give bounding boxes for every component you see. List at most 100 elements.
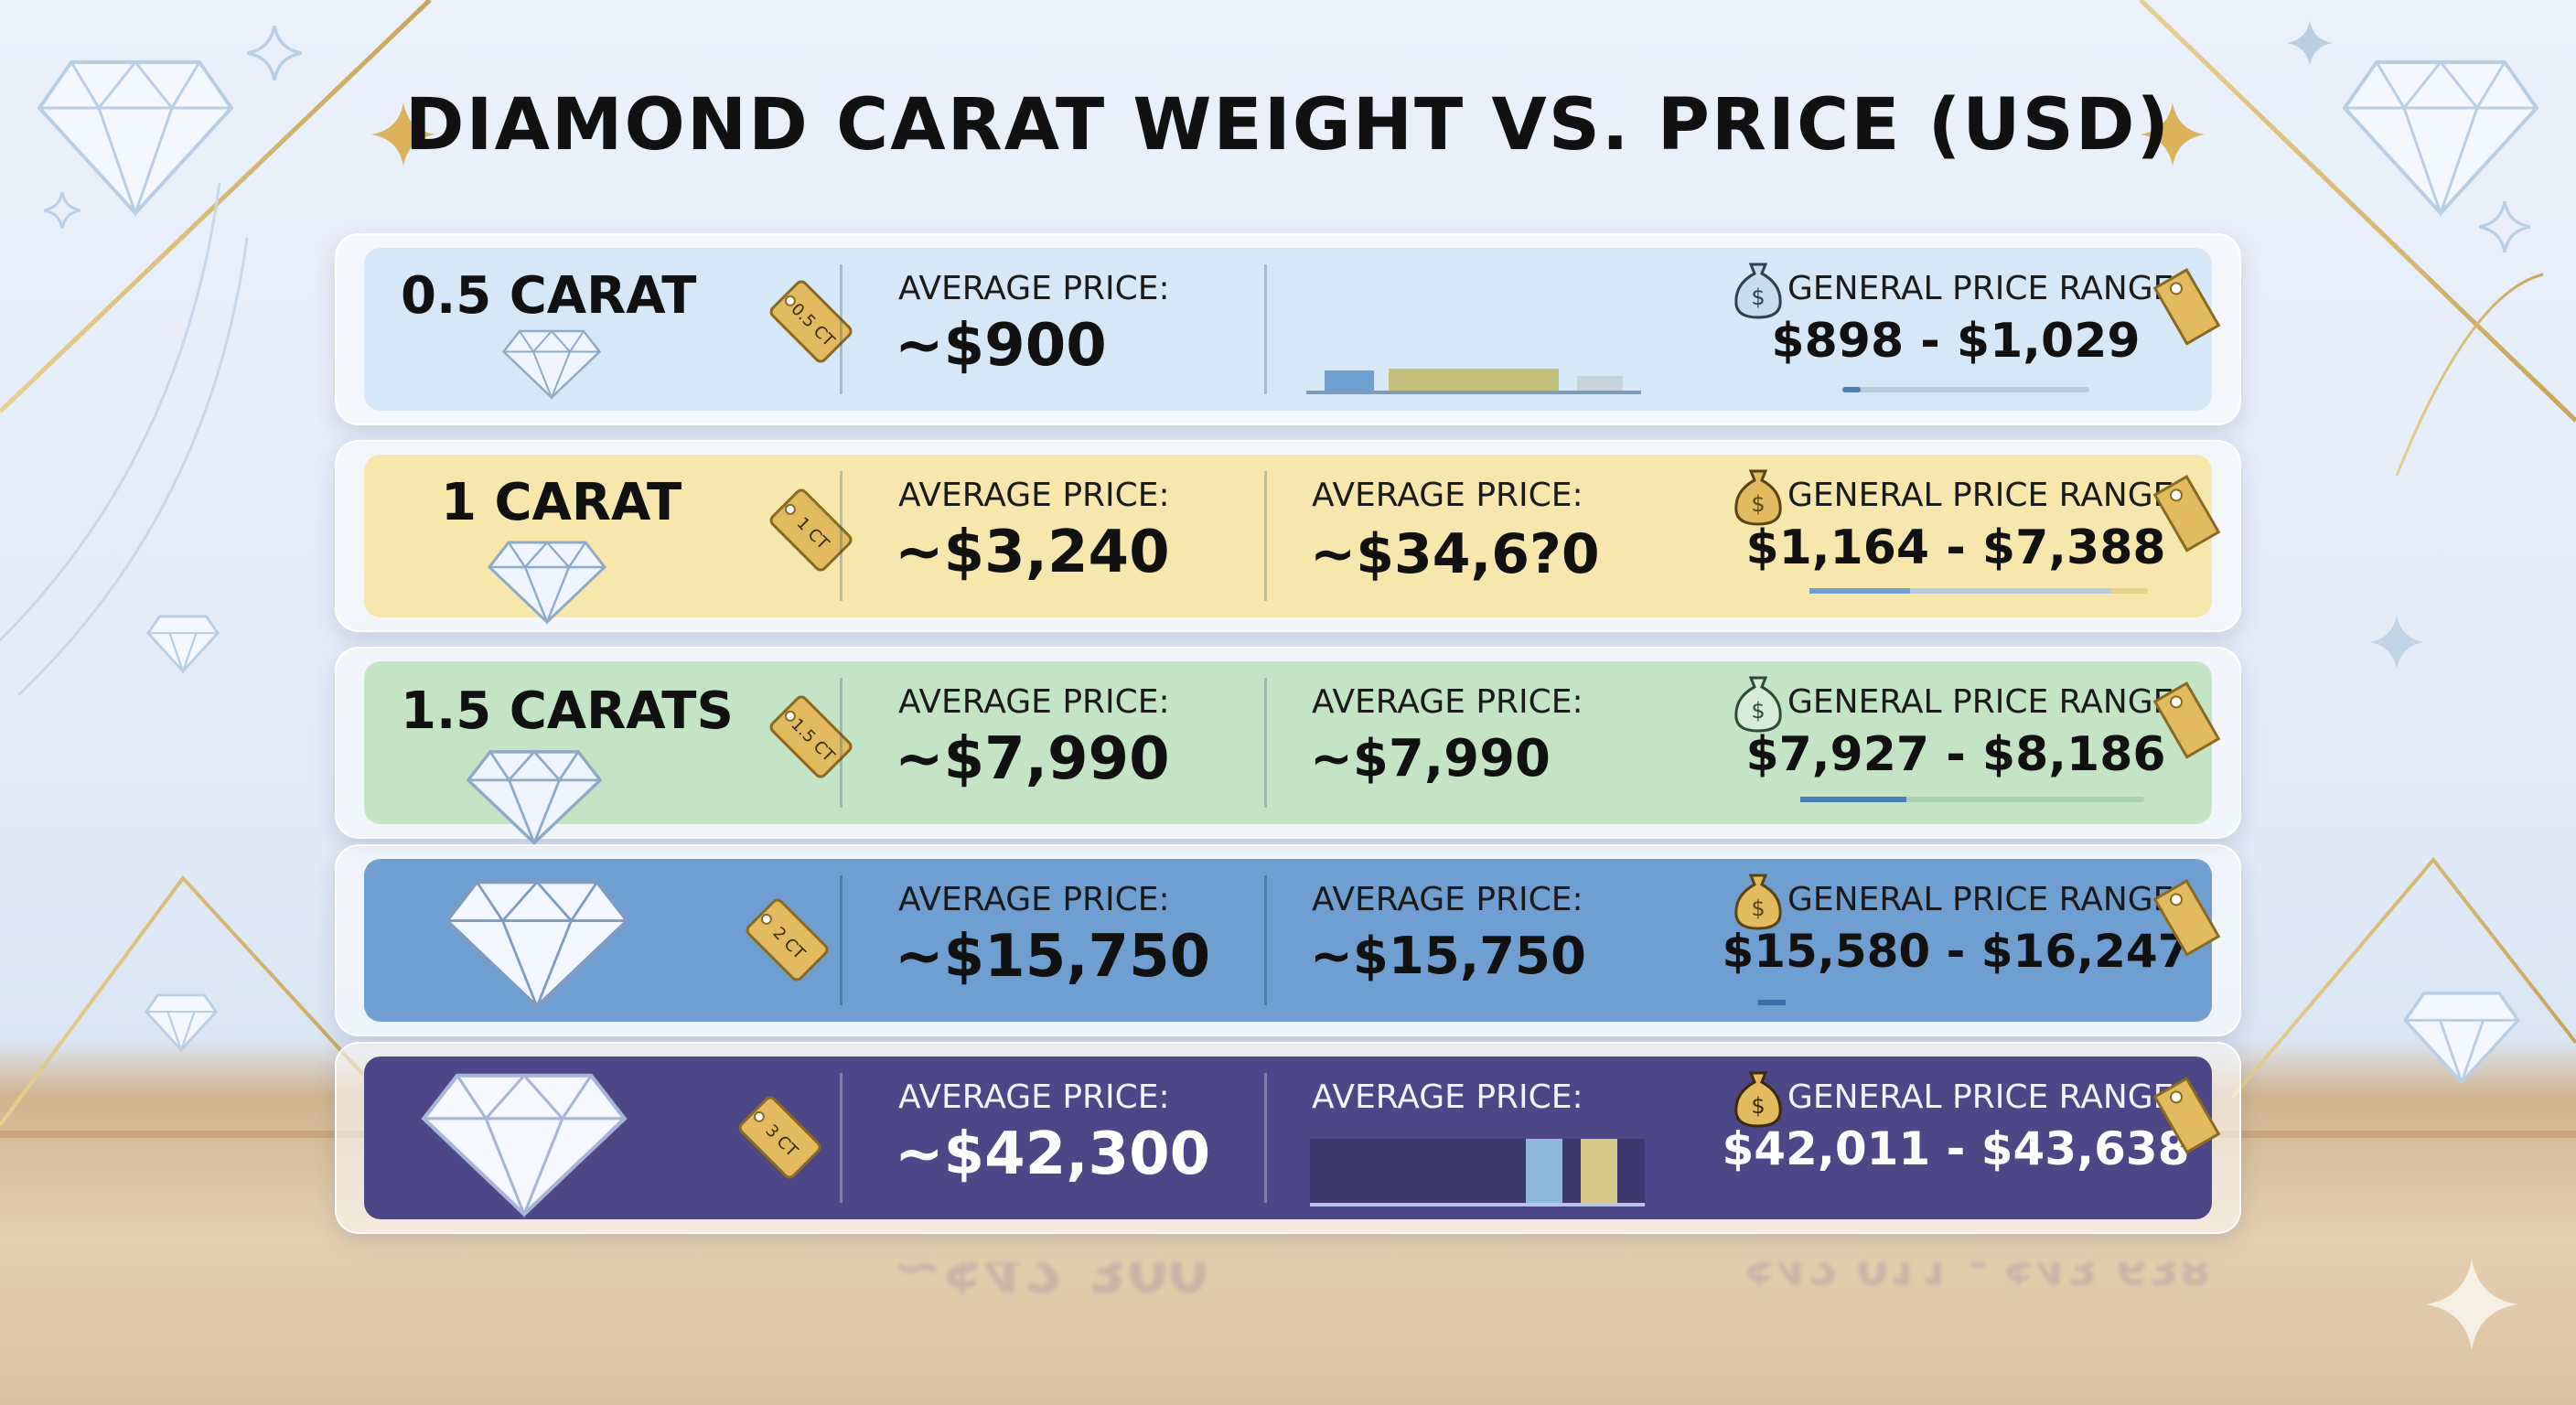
range-bar [1800, 797, 2144, 802]
divider [1264, 264, 1267, 394]
price-tag-icon: 1.5 CT [769, 695, 853, 778]
diamond-icon [37, 59, 234, 218]
divider [1264, 471, 1267, 601]
sparkle-icon [371, 102, 435, 166]
row-1-carat: 1 CARAT 1 CT AVERAGE PRICE: ~$3,240 AVER… [335, 440, 2241, 632]
page-title: DIAMOND CARAT WEIGHT VS. PRICE (USD) [404, 84, 2172, 166]
money-bag-icon: $ [1734, 1071, 1782, 1128]
price-range-value: $898 - $1,029 [1771, 314, 2141, 369]
gold-tag-icon [2152, 681, 2221, 759]
average-price-value-2: ~$34,6?0 [1310, 522, 1600, 586]
average-price-caption-2: AVERAGE PRICE: [1312, 1078, 1583, 1116]
sparkle-icon [2426, 1259, 2517, 1350]
gold-tag-icon [2152, 1076, 2221, 1154]
divider [840, 875, 843, 1005]
divider [1264, 1073, 1267, 1203]
average-price-caption: AVERAGE PRICE: [898, 881, 1170, 918]
reflection-range: $42,011 - $43,638 [1744, 1262, 2212, 1293]
average-price-caption: AVERAGE PRICE: [898, 477, 1170, 514]
reflection-price: ~$42,300 [893, 1262, 1209, 1303]
carat-label: 1.5 CARATS [401, 681, 734, 741]
row-0-5-carat: 0.5 CARAT 0.5 CT AVERAGE PRICE: ~$900 $ … [335, 233, 2241, 425]
average-price-caption-2: AVERAGE PRICE: [1312, 881, 1583, 918]
average-price-caption: AVERAGE PRICE: [898, 1078, 1170, 1116]
mini-bar-chart [1310, 1139, 1645, 1207]
range-bar [1809, 588, 2148, 594]
range-bar [1758, 1000, 1786, 1005]
average-price-caption: AVERAGE PRICE: [898, 683, 1170, 721]
price-range-value: $7,927 - $8,186 [1745, 727, 2166, 782]
divider [1264, 678, 1267, 808]
row-background: 3 CT AVERAGE PRICE: ~$42,300 AVERAGE PRI… [364, 1056, 2221, 1219]
row-2-ct: 2 CT AVERAGE PRICE: ~$15,750 AVERAGE PRI… [335, 844, 2241, 1036]
range-bar [1842, 387, 2089, 392]
carat-label: 1 CARAT [441, 473, 682, 532]
gold-tag-icon [2152, 474, 2221, 552]
average-price-caption-2: AVERAGE PRICE: [1312, 683, 1583, 721]
average-price-value: ~$3,240 [895, 519, 1170, 586]
price-board: 0.5 CARAT 0.5 CT AVERAGE PRICE: ~$900 $ … [335, 233, 2241, 1239]
svg-text:$: $ [1751, 1093, 1765, 1119]
price-range-caption: GENERAL PRICE RANGE: [1787, 1078, 2185, 1116]
price-range-value: $15,580 - $16,247 [1722, 925, 2190, 978]
price-range-value: $42,011 - $43,638 [1722, 1122, 2190, 1175]
row-background: 1 CARAT 1 CT AVERAGE PRICE: ~$3,240 AVER… [364, 455, 2221, 625]
diamond-icon [2402, 992, 2521, 1085]
average-price-value-2: ~$15,750 [1310, 927, 1586, 986]
row-background: 0.5 CARAT 0.5 CT AVERAGE PRICE: ~$900 $ … [364, 248, 2221, 411]
diamond-icon [501, 329, 602, 400]
average-price-caption: AVERAGE PRICE: [898, 270, 1170, 307]
svg-text:$: $ [1751, 491, 1765, 517]
sparkle-icon [2287, 20, 2333, 66]
diamond-icon [145, 993, 218, 1052]
divider [1264, 875, 1267, 1005]
svg-text:$: $ [1751, 896, 1765, 921]
average-price-value: ~$15,750 [895, 923, 1211, 991]
row-1-5-carats: 1.5 CARATS 1.5 CT AVERAGE PRICE: ~$7,990… [335, 647, 2241, 846]
diamond-icon [487, 541, 607, 625]
diamond-icon [146, 615, 220, 673]
money-bag-icon: $ [1734, 263, 1782, 319]
svg-text:$: $ [1751, 698, 1765, 724]
average-price-value: ~$7,990 [895, 725, 1170, 793]
row-3-ct: 3 CT AVERAGE PRICE: ~$42,300 AVERAGE PRI… [335, 1042, 2241, 1234]
diamond-icon [466, 749, 603, 846]
price-range-caption: GENERAL PRICE RANGE: [1787, 270, 2185, 307]
svg-text:$: $ [1751, 284, 1765, 310]
sparkle-icon [2369, 615, 2424, 670]
divider [840, 1073, 843, 1203]
average-price-caption-2: AVERAGE PRICE: [1312, 477, 1583, 514]
price-range-caption: GENERAL PRICE RANGE: [1787, 881, 2185, 918]
diamond-icon [2342, 59, 2539, 218]
diamond-icon [445, 880, 629, 1011]
price-range-caption: GENERAL PRICE RANGE: [1787, 683, 2185, 721]
sparkle-icon [44, 192, 80, 229]
row-background: 1.5 CARATS 1.5 CT AVERAGE PRICE: ~$7,990… [364, 661, 2221, 846]
divider [840, 678, 843, 808]
divider [840, 471, 843, 601]
average-price-value: ~$900 [895, 312, 1107, 380]
gold-tag-icon [2152, 878, 2221, 957]
average-price-value-2: ~$7,990 [1310, 729, 1551, 788]
gold-tag-icon [2152, 267, 2221, 346]
money-bag-icon: $ [1734, 676, 1782, 733]
row-background: 2 CT AVERAGE PRICE: ~$15,750 AVERAGE PRI… [364, 859, 2221, 1022]
price-tag-icon: 1 CT [769, 488, 853, 572]
sparkle-icon [247, 26, 302, 80]
price-tag-icon: 3 CT [738, 1096, 821, 1179]
sparkle-icon [2479, 201, 2530, 252]
mini-bar-chart [1306, 369, 1641, 394]
carat-label: 0.5 CARAT [401, 266, 697, 326]
average-price-value: ~$42,300 [895, 1121, 1211, 1188]
price-range-value: $1,164 - $7,388 [1745, 520, 2166, 575]
divider [840, 264, 843, 394]
money-bag-icon: $ [1734, 469, 1782, 526]
table-reflection: ~$42,300 $42,011 - $43,638 [335, 1262, 2238, 1335]
sparkle-icon [2141, 102, 2205, 166]
money-bag-icon: $ [1734, 874, 1782, 930]
price-tag-icon: 0.5 CT [769, 280, 853, 363]
price-range-caption: GENERAL PRICE RANGE: [1787, 477, 2185, 514]
price-tag-icon: 2 CT [746, 898, 829, 981]
title-container: DIAMOND CARAT WEIGHT VS. PRICE (USD) [0, 84, 2576, 166]
diamond-icon [421, 1073, 628, 1218]
